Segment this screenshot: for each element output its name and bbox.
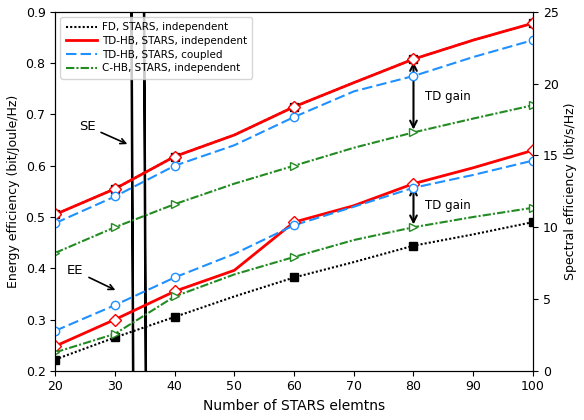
FD, STARS, independent <box>52 357 59 362</box>
FD, STARS, independent <box>350 260 357 265</box>
C-HB, STARS, independent <box>350 238 357 243</box>
C-HB, STARS, independent <box>530 205 537 210</box>
Line: TD-HB, STARS, coupled: TD-HB, STARS, coupled <box>55 160 533 331</box>
C-HB, STARS, independent <box>171 294 178 299</box>
Text: TD gain: TD gain <box>425 90 471 103</box>
Text: SE: SE <box>79 120 126 144</box>
FD, STARS, independent <box>171 315 178 320</box>
TD-HB, STARS, independent <box>171 289 178 294</box>
TD-HB, STARS, independent <box>530 148 537 153</box>
TD-HB, STARS, independent <box>470 165 477 170</box>
FD, STARS, independent <box>231 294 238 299</box>
TD-HB, STARS, coupled <box>470 173 477 178</box>
C-HB, STARS, independent <box>231 272 238 277</box>
TD-HB, STARS, coupled <box>171 275 178 280</box>
X-axis label: Number of STARS elemtns: Number of STARS elemtns <box>203 399 385 413</box>
C-HB, STARS, independent <box>52 350 59 355</box>
TD-HB, STARS, coupled <box>231 252 238 257</box>
C-HB, STARS, independent <box>112 331 119 336</box>
TD-HB, STARS, coupled <box>291 223 298 228</box>
FD, STARS, independent <box>410 243 417 248</box>
TD-HB, STARS, coupled <box>52 328 59 333</box>
FD, STARS, independent <box>530 220 537 225</box>
Line: C-HB, STARS, independent: C-HB, STARS, independent <box>55 208 533 352</box>
C-HB, STARS, independent <box>410 225 417 230</box>
Y-axis label: Energy efficiency (bit/Joule/Hz): Energy efficiency (bit/Joule/Hz) <box>7 95 20 288</box>
TD-HB, STARS, coupled <box>112 303 119 308</box>
Text: TD gain: TD gain <box>425 199 471 212</box>
Legend: FD, STARS, independent, TD-HB, STARS, independent, TD-HB, STARS, coupled, C-HB, : FD, STARS, independent, TD-HB, STARS, in… <box>60 17 252 79</box>
Text: EE: EE <box>67 265 114 289</box>
FD, STARS, independent <box>112 335 119 340</box>
TD-HB, STARS, independent <box>231 268 238 273</box>
Line: TD-HB, STARS, independent: TD-HB, STARS, independent <box>55 150 533 346</box>
Line: FD, STARS, independent: FD, STARS, independent <box>55 222 533 360</box>
TD-HB, STARS, coupled <box>350 204 357 209</box>
TD-HB, STARS, coupled <box>530 158 537 163</box>
FD, STARS, independent <box>470 232 477 237</box>
TD-HB, STARS, independent <box>112 317 119 322</box>
TD-HB, STARS, independent <box>52 344 59 349</box>
TD-HB, STARS, independent <box>350 203 357 208</box>
TD-HB, STARS, independent <box>410 181 417 186</box>
C-HB, STARS, independent <box>470 215 477 220</box>
C-HB, STARS, independent <box>291 255 298 260</box>
TD-HB, STARS, coupled <box>410 185 417 190</box>
FD, STARS, independent <box>291 275 298 280</box>
TD-HB, STARS, independent <box>291 220 298 225</box>
Y-axis label: Spectral efficiency (bit/s/Hz): Spectral efficiency (bit/s/Hz) <box>564 102 577 280</box>
